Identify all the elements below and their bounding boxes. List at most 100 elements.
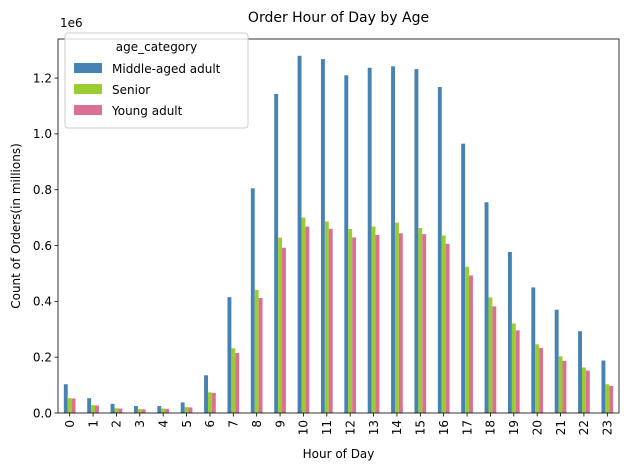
x-tick-label: 12 bbox=[343, 420, 357, 435]
bar bbox=[274, 93, 279, 413]
x-tick-label: 17 bbox=[460, 420, 474, 435]
series-3 bbox=[71, 226, 614, 413]
y-tick-label: 1.2 bbox=[33, 71, 52, 85]
bar bbox=[562, 360, 567, 413]
x-tick-label: 19 bbox=[507, 420, 521, 435]
bar bbox=[367, 67, 372, 413]
x-tick-label: 4 bbox=[156, 420, 170, 428]
bar bbox=[437, 87, 442, 413]
bar bbox=[141, 409, 146, 413]
bar bbox=[539, 347, 544, 413]
bar bbox=[531, 287, 536, 413]
bar bbox=[254, 289, 259, 413]
bar bbox=[231, 348, 236, 413]
bar bbox=[328, 228, 333, 413]
bar bbox=[204, 375, 208, 413]
bar bbox=[465, 266, 470, 413]
bar bbox=[63, 384, 68, 413]
legend-swatch bbox=[74, 63, 102, 73]
x-tick-label: 21 bbox=[554, 420, 568, 435]
bar bbox=[391, 66, 395, 413]
x-tick-label: 0 bbox=[63, 420, 77, 428]
bar bbox=[441, 235, 446, 413]
bar bbox=[585, 370, 590, 413]
x-tick-label: 14 bbox=[390, 420, 404, 435]
y-tick-label: 1.0 bbox=[33, 127, 52, 141]
series-1 bbox=[63, 55, 606, 413]
x-tick-label: 6 bbox=[203, 420, 217, 428]
bar bbox=[301, 217, 306, 413]
x-tick-label: 16 bbox=[437, 420, 451, 435]
legend-box bbox=[64, 32, 249, 129]
legend-label: Senior bbox=[112, 83, 150, 97]
bar bbox=[484, 202, 489, 413]
legend-title: age_category bbox=[116, 40, 197, 54]
bar bbox=[250, 188, 255, 413]
x-tick-label: 1 bbox=[86, 420, 100, 428]
legend-swatch bbox=[74, 84, 102, 94]
legend-label: Young adult bbox=[111, 104, 183, 118]
bar bbox=[118, 408, 123, 413]
bar bbox=[87, 398, 92, 413]
bar bbox=[297, 55, 302, 413]
bar bbox=[110, 403, 115, 413]
bar bbox=[235, 352, 240, 413]
y-tick-label: 0.2 bbox=[33, 350, 52, 364]
legend: age_category Middle-aged adult Senior Youn… bbox=[64, 32, 249, 129]
bar bbox=[71, 398, 76, 413]
bar bbox=[375, 234, 380, 413]
bar bbox=[95, 405, 99, 413]
x-tick-label: 15 bbox=[414, 420, 428, 435]
bar bbox=[461, 143, 466, 413]
x-tick-label: 2 bbox=[110, 420, 124, 428]
bar bbox=[394, 222, 399, 413]
bar bbox=[227, 297, 232, 413]
x-tick-label: 18 bbox=[484, 420, 498, 435]
x-tick-label: 8 bbox=[250, 420, 264, 428]
bar bbox=[344, 75, 349, 413]
bar bbox=[601, 360, 606, 413]
bar bbox=[371, 226, 376, 413]
x-axis-title: Hour of Day bbox=[303, 447, 375, 461]
x-tick-label: 23 bbox=[601, 420, 615, 435]
bar bbox=[605, 384, 610, 413]
x-tick-label: 9 bbox=[273, 420, 287, 428]
legend-swatch bbox=[74, 105, 102, 115]
bar bbox=[91, 405, 96, 413]
bar bbox=[114, 408, 119, 413]
bar bbox=[161, 408, 166, 413]
x-tick-label: 20 bbox=[530, 420, 544, 435]
bar bbox=[422, 234, 427, 413]
bar bbox=[511, 323, 516, 413]
bar bbox=[305, 226, 310, 413]
y-axis-offset-text: 1e6 bbox=[60, 16, 83, 30]
bar bbox=[609, 385, 614, 413]
bar bbox=[324, 221, 329, 413]
legend-label: Middle-aged adult bbox=[112, 62, 221, 76]
y-tick-label: 0.8 bbox=[33, 183, 52, 197]
x-tick-label: 13 bbox=[367, 420, 381, 435]
bar bbox=[207, 392, 212, 413]
y-tick-label: 0.6 bbox=[33, 239, 52, 253]
bar bbox=[157, 406, 162, 413]
bar bbox=[445, 243, 450, 413]
bar bbox=[133, 406, 138, 413]
series-2 bbox=[67, 217, 610, 413]
x-tick-label: 3 bbox=[133, 420, 147, 428]
y-tick-label: 0.4 bbox=[33, 295, 52, 309]
axes: 0.00.20.40.60.81.01.20 1 2 3 4 5 6 7 8 9 10 11 12 13 1… bbox=[33, 38, 620, 435]
bar bbox=[554, 309, 559, 413]
bar bbox=[515, 330, 520, 413]
bar bbox=[398, 233, 403, 413]
x-tick-label: 22 bbox=[577, 420, 591, 435]
bar bbox=[558, 356, 563, 413]
x-tick-label: 7 bbox=[227, 420, 241, 428]
bar bbox=[278, 237, 283, 413]
bar bbox=[535, 344, 540, 413]
bar bbox=[188, 407, 193, 413]
bar bbox=[282, 247, 286, 413]
bar bbox=[352, 237, 357, 413]
bar bbox=[581, 367, 586, 413]
x-tick-label: 11 bbox=[320, 420, 334, 435]
bar bbox=[469, 275, 473, 413]
